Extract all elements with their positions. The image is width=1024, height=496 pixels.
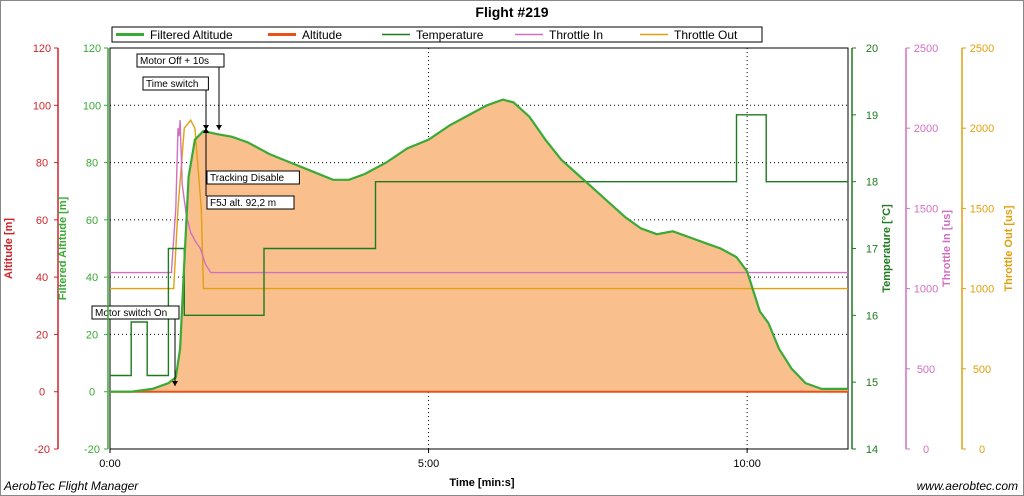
series-line-temperature xyxy=(110,114,848,377)
annotation-arrowhead xyxy=(216,125,222,130)
tick-label-thout: 1500 xyxy=(970,203,994,215)
annotation-arrowhead xyxy=(203,128,209,133)
tick-label-falt: 80 xyxy=(86,158,98,170)
axes: -20 0 20 40 60 80 100 120 Altitude [m] -20 0 20 40 60… xyxy=(3,43,1015,470)
legend-label: Throttle In xyxy=(549,28,603,42)
footer-left: AerobTec Flight Manager xyxy=(3,479,139,493)
footer-right: www.aerobtec.com xyxy=(917,479,1018,493)
tick-label-thout: 500 xyxy=(973,364,991,376)
tick-label-alt: 60 xyxy=(36,215,48,227)
tick-label-temp: 16 xyxy=(866,310,878,322)
tick-label-thin: 0 xyxy=(923,444,929,456)
tick-label-falt: 120 xyxy=(83,43,101,55)
tick-label-thin: 1500 xyxy=(914,203,938,215)
annotation-box xyxy=(206,170,300,185)
x-axis-title: Time [min:s] xyxy=(449,477,515,489)
legend-label: Altitude xyxy=(302,28,342,42)
x-tick-label: 0:00 xyxy=(99,458,120,470)
tick-label-temp: 18 xyxy=(866,177,878,189)
annotation-arrowhead xyxy=(203,125,209,130)
tick-label-temp: 15 xyxy=(866,377,878,389)
legend-label: Temperature xyxy=(416,28,484,42)
tick-label-falt: 20 xyxy=(86,329,98,341)
tick-label-thout: 2000 xyxy=(970,123,994,135)
legend-label: Throttle Out xyxy=(674,28,738,42)
annotation-label: Motor Off + 10s xyxy=(140,56,209,67)
tick-label-falt: 100 xyxy=(83,100,101,112)
tick-label-temp: 17 xyxy=(866,244,878,256)
annotation-label: F5J alt. 92,2 m xyxy=(210,198,276,209)
tick-label-thin: 500 xyxy=(917,364,935,376)
tick-label-temp: 20 xyxy=(866,43,878,55)
tick-label-alt: 100 xyxy=(33,100,51,112)
series-lines xyxy=(110,98,848,393)
axis-title-alt: Altitude [m] xyxy=(3,218,15,279)
tick-label-thout: 0 xyxy=(979,444,985,456)
annotation-box xyxy=(206,195,295,210)
tick-label-temp: 14 xyxy=(866,444,878,456)
annotations: Motor switch On Time switch Motor Off + 10… xyxy=(91,53,300,386)
series-line-filtered-altitude xyxy=(110,98,848,393)
x-tick-label: 5:00 xyxy=(418,458,439,470)
annotation-label: Motor switch On xyxy=(95,308,167,319)
annotation-label: Time switch xyxy=(146,79,198,90)
legend-label: Filtered Altitude xyxy=(150,28,233,42)
tick-label-falt: 40 xyxy=(86,272,98,284)
tick-label-alt: 80 xyxy=(36,158,48,170)
tick-label-temp: 19 xyxy=(866,110,878,122)
annotation-box xyxy=(91,305,180,320)
tick-label-alt: 20 xyxy=(36,329,48,341)
tick-label-alt: 0 xyxy=(39,387,45,399)
series-line-throttle-out xyxy=(110,118,848,290)
tick-label-thout: 2500 xyxy=(970,43,994,55)
tick-label-thin: 2500 xyxy=(914,43,938,55)
tick-label-falt: 0 xyxy=(89,387,95,399)
tick-label-falt: -20 xyxy=(84,444,100,456)
axis-title-temp: Temperature [°C] xyxy=(881,204,893,293)
tick-label-thin: 2000 xyxy=(914,123,938,135)
chart-title: Flight #219 xyxy=(475,4,548,20)
legend: Filtered Altitude Altitude Temperature Thro… xyxy=(111,26,763,43)
annotation-box xyxy=(142,76,209,91)
tick-label-alt: -20 xyxy=(34,444,50,456)
tick-label-thin: 1000 xyxy=(914,284,938,296)
axis-title-thin: Throttle In [us] xyxy=(941,210,953,287)
axis-title-thout: Throttle Out [us] xyxy=(1003,205,1015,291)
tick-label-alt: 40 xyxy=(36,272,48,284)
axis-title-falt: Filtered Altitude [m] xyxy=(57,196,69,300)
annotation-arrowhead xyxy=(172,381,178,386)
legend-box xyxy=(111,26,763,43)
x-tick-label: 10:00 xyxy=(733,458,761,470)
annotation-box xyxy=(136,53,225,68)
tick-label-alt: 120 xyxy=(33,43,51,55)
tick-label-thout: 1000 xyxy=(970,284,994,296)
annotation-label: Tracking Disable xyxy=(210,173,285,184)
tick-label-falt: 60 xyxy=(86,215,98,227)
